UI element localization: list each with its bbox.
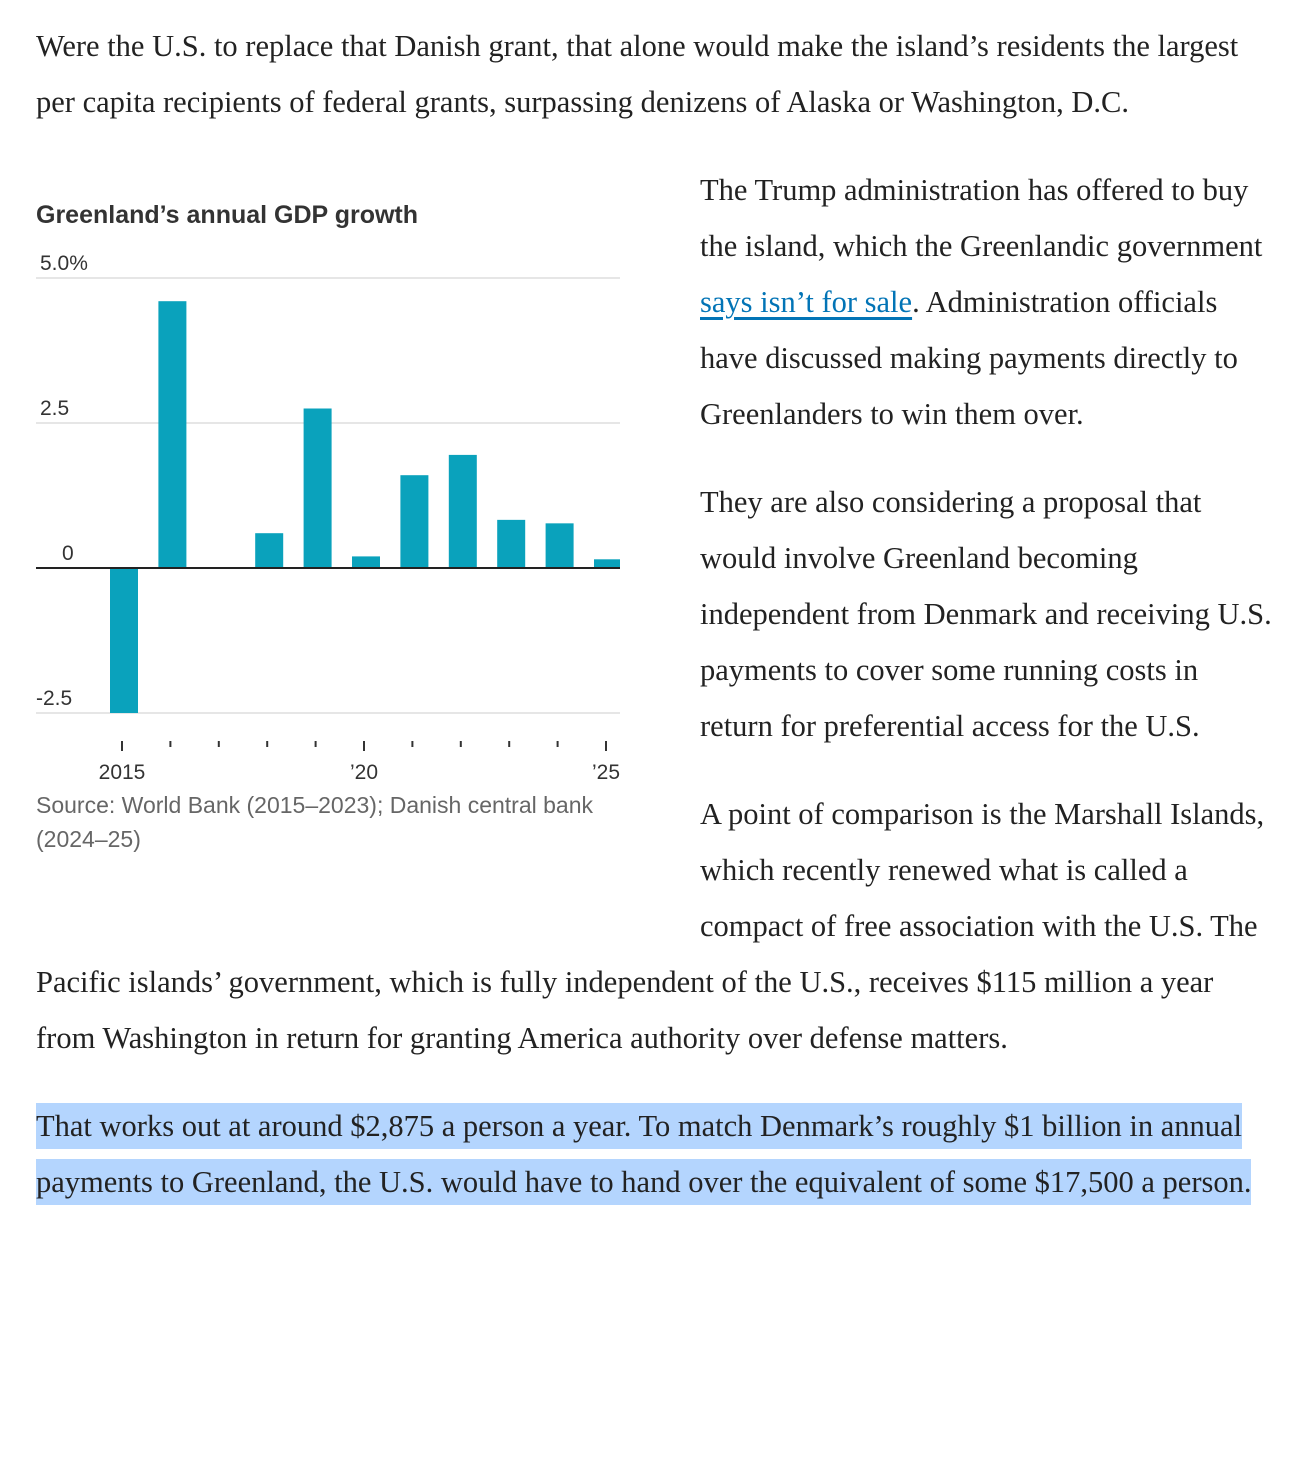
paragraph-2-text-end: . Administration officials have discusse…: [700, 285, 1238, 431]
y-tick-label: 0: [62, 542, 74, 565]
x-tick-label: 2015: [99, 761, 146, 784]
bar-2021: [400, 475, 429, 568]
x-tick-label: ’20: [350, 761, 378, 784]
paragraph-3: They are also considering a proposal tha…: [700, 485, 1272, 743]
paragraph-2: The Trump administration has offered to …: [36, 162, 1276, 442]
bar-2024: [545, 523, 574, 568]
paragraph-1: Were the U.S. to replace that Danish gra…: [36, 29, 1239, 119]
bar-2023: [497, 519, 526, 568]
bar-2016: [158, 301, 187, 568]
bar-2018: [255, 533, 284, 568]
paragraph-2-text: The Trump administration has offered to …: [700, 173, 1263, 263]
highlighted-text: That works out at around $2,875 a person…: [36, 1103, 1252, 1205]
paragraph-4: A point of comparison is the Marshall Is…: [36, 797, 1265, 1055]
gdp-bar-chart: 5.0% 2.5 0 -2.5 2015 ’20 ’25: [36, 252, 620, 784]
gdp-chart-figure: Greenland’s annual GDP growth 5.0% 2.5 0 -2…: [36, 170, 700, 940]
bar-2020: [352, 556, 380, 568]
bar-2015: [110, 568, 138, 713]
says-isnt-for-sale-link[interactable]: says isn’t for sale: [700, 285, 913, 319]
y-tick-label: 2.5: [40, 397, 69, 420]
x-tick-label: ’25: [592, 761, 620, 784]
article-body: Were the U.S. to replace that Danish gra…: [36, 18, 1276, 1242]
y-tick-label: -2.5: [36, 687, 72, 710]
bar-2022: [448, 454, 477, 568]
chart-title: Greenland’s annual GDP growth: [36, 201, 419, 229]
bar-2025: [594, 559, 620, 568]
chart-source: Source: World Bank (2015–2023); Danish c…: [36, 792, 594, 852]
paragraph-5: That works out at around $2,875 a person…: [36, 1098, 1276, 1210]
y-tick-label: 5.0%: [40, 252, 88, 275]
bar-2019: [303, 408, 332, 568]
